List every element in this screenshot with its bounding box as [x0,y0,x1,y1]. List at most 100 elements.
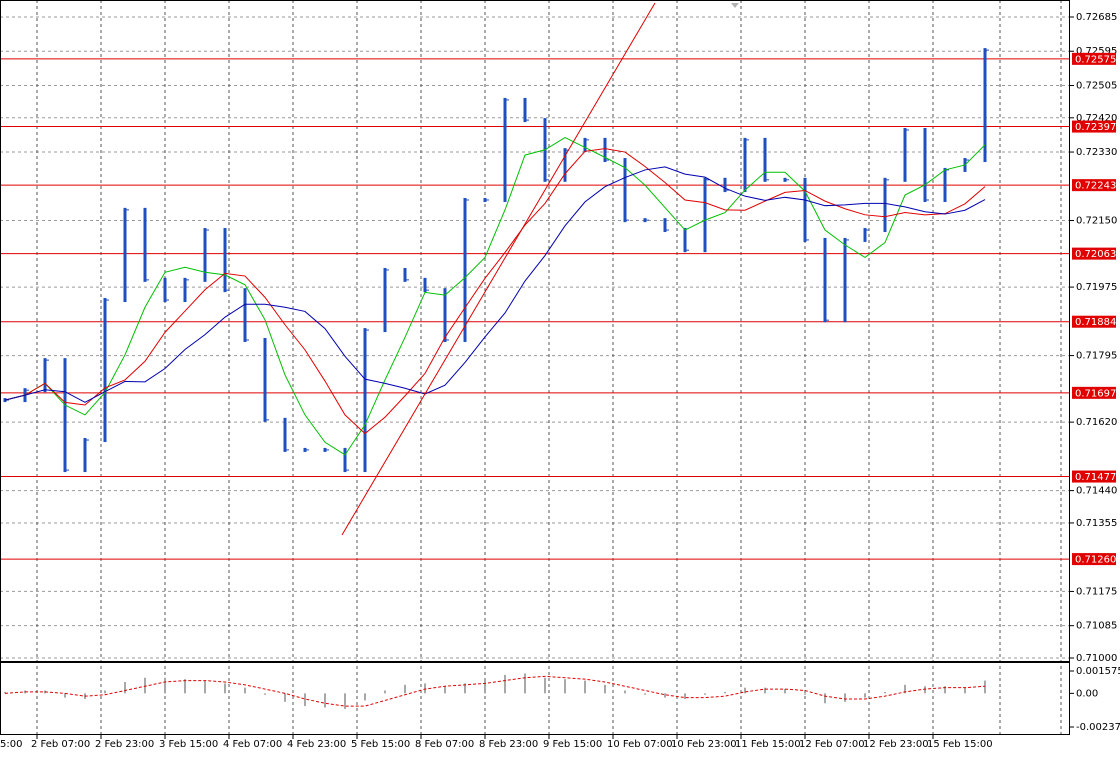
price-bar [43,358,47,393]
price-bar [143,207,147,282]
price-bar [663,218,667,233]
labels-layer: 0.72685 0.72595 0.72505 0.72420 0.72330 0.721… [0,12,1120,750]
level-label-box [1072,52,1116,65]
osc-histogram-bar [584,680,586,694]
y-tick-label: 0.72685 [1076,12,1117,23]
y-tick-label: 0.72330 [1076,147,1117,158]
osc-histogram-bar [344,693,346,709]
osc-histogram-bar [804,693,806,695]
osc-y-tick-label: 0.00 [1076,688,1098,699]
price-bar [763,137,767,182]
osc-histogram-bar [464,683,466,694]
osc-histogram-bar [964,687,966,694]
x-tick-label: 15 Feb 15:00 [927,739,993,750]
osc-histogram-bar [224,683,226,694]
grid-layer [0,0,1070,735]
osc-histogram-bar [544,677,546,694]
osc-histogram-bar [184,679,186,694]
trend-line [341,2,656,536]
osc-histogram-bar [364,693,366,701]
price-bar [803,177,807,242]
osc-histogram-bar [644,693,646,695]
level-label-box [1072,315,1116,328]
osc-histogram-bar [884,691,886,694]
price-bar [463,197,467,342]
y-tick-label: 0.71175 [1076,586,1117,597]
osc-histogram-bar [324,693,326,708]
price-bar [403,267,407,282]
level-label: 0.71260 [1075,555,1116,566]
level-label: 0.72063 [1075,249,1116,260]
level-label: 0.72243 [1075,181,1116,192]
level-label-box [1072,553,1116,566]
x-tick-label: 2 Feb 23:00 [95,739,154,750]
osc-histogram-bar [744,687,746,694]
osc-histogram-bar [844,693,846,702]
osc-y-tick-label: -0.002374 [1076,722,1120,733]
price-bar [223,228,227,293]
y-tick-label: 0.71620 [1076,417,1117,428]
osc-histogram-bar [784,689,786,694]
osc-histogram-bar [284,693,286,702]
x-tick-label: 4 Feb 07:00 [223,739,282,750]
price-bar [863,228,867,242]
level-label: 0.71884 [1075,317,1116,328]
y-tick-label: 0.71440 [1076,486,1117,497]
price-bar [443,288,447,342]
price-bar [263,337,267,422]
x-tick-label: 11 Feb 15:00 [735,739,801,750]
price-bar [283,417,287,452]
osc-histogram-bar [424,683,426,694]
osc-histogram-bar [484,680,486,694]
level-label-box [1072,386,1116,399]
osc-y-tick-label: 0.001575 [1076,666,1120,677]
osc-histogram-bar [904,684,906,694]
price-bar [983,48,987,163]
osc-histogram-bar [204,680,206,694]
panel-frame [0,662,1070,735]
osc-histogram-bar [244,687,246,694]
osc-histogram-bar [444,686,446,694]
x-tick-label: 4 Feb 23:00 [287,739,346,750]
osc-histogram-bar [164,677,166,694]
price-bar [683,228,687,253]
price-bar [423,277,427,293]
x-tick-label: 10 Feb 23:00 [671,739,737,750]
price-bar [103,298,107,443]
x-tick-label: 3 Feb 15:00 [159,739,218,750]
y-tick-label: 0.71795 [1076,351,1117,362]
price-bar [703,177,707,253]
osc-histogram-bar [404,684,406,694]
price-bar [903,127,907,182]
x-tick-label: 9 Feb 15:00 [543,739,602,750]
price-bar [883,177,887,233]
price-bar [743,137,747,193]
x-tick-label: 12 Feb 23:00 [863,739,929,750]
osc-signal-line [4,675,986,707]
price-bar [243,288,247,342]
price-bar [83,438,87,473]
osc-histogram-bar [924,686,926,694]
price-bar [343,447,347,473]
y-tick-label: 0.71975 [1076,282,1117,293]
price-bar [203,228,207,282]
price-bar [583,137,587,153]
main-frame [0,0,1070,662]
x-tick-label: 12 Feb 07:00 [799,739,865,750]
price-bar [503,97,507,202]
osc-histogram-bar [864,693,866,698]
moving-average-line [4,166,986,403]
y-tick-label: 0.72595 [1076,46,1117,57]
osc-histogram-bar [504,674,506,694]
osc-histogram-bar [684,693,686,700]
x-tick-label: 2 Feb 07:00 [31,739,90,750]
osc-histogram-bar [564,679,566,694]
y-tick-label: 0.72505 [1076,80,1117,91]
level-label-box [1072,247,1116,260]
level-label: 0.71697 [1075,388,1116,399]
price-bar [383,267,387,333]
osc-histogram-bar [524,673,526,694]
osc-histogram-bar [384,690,386,694]
